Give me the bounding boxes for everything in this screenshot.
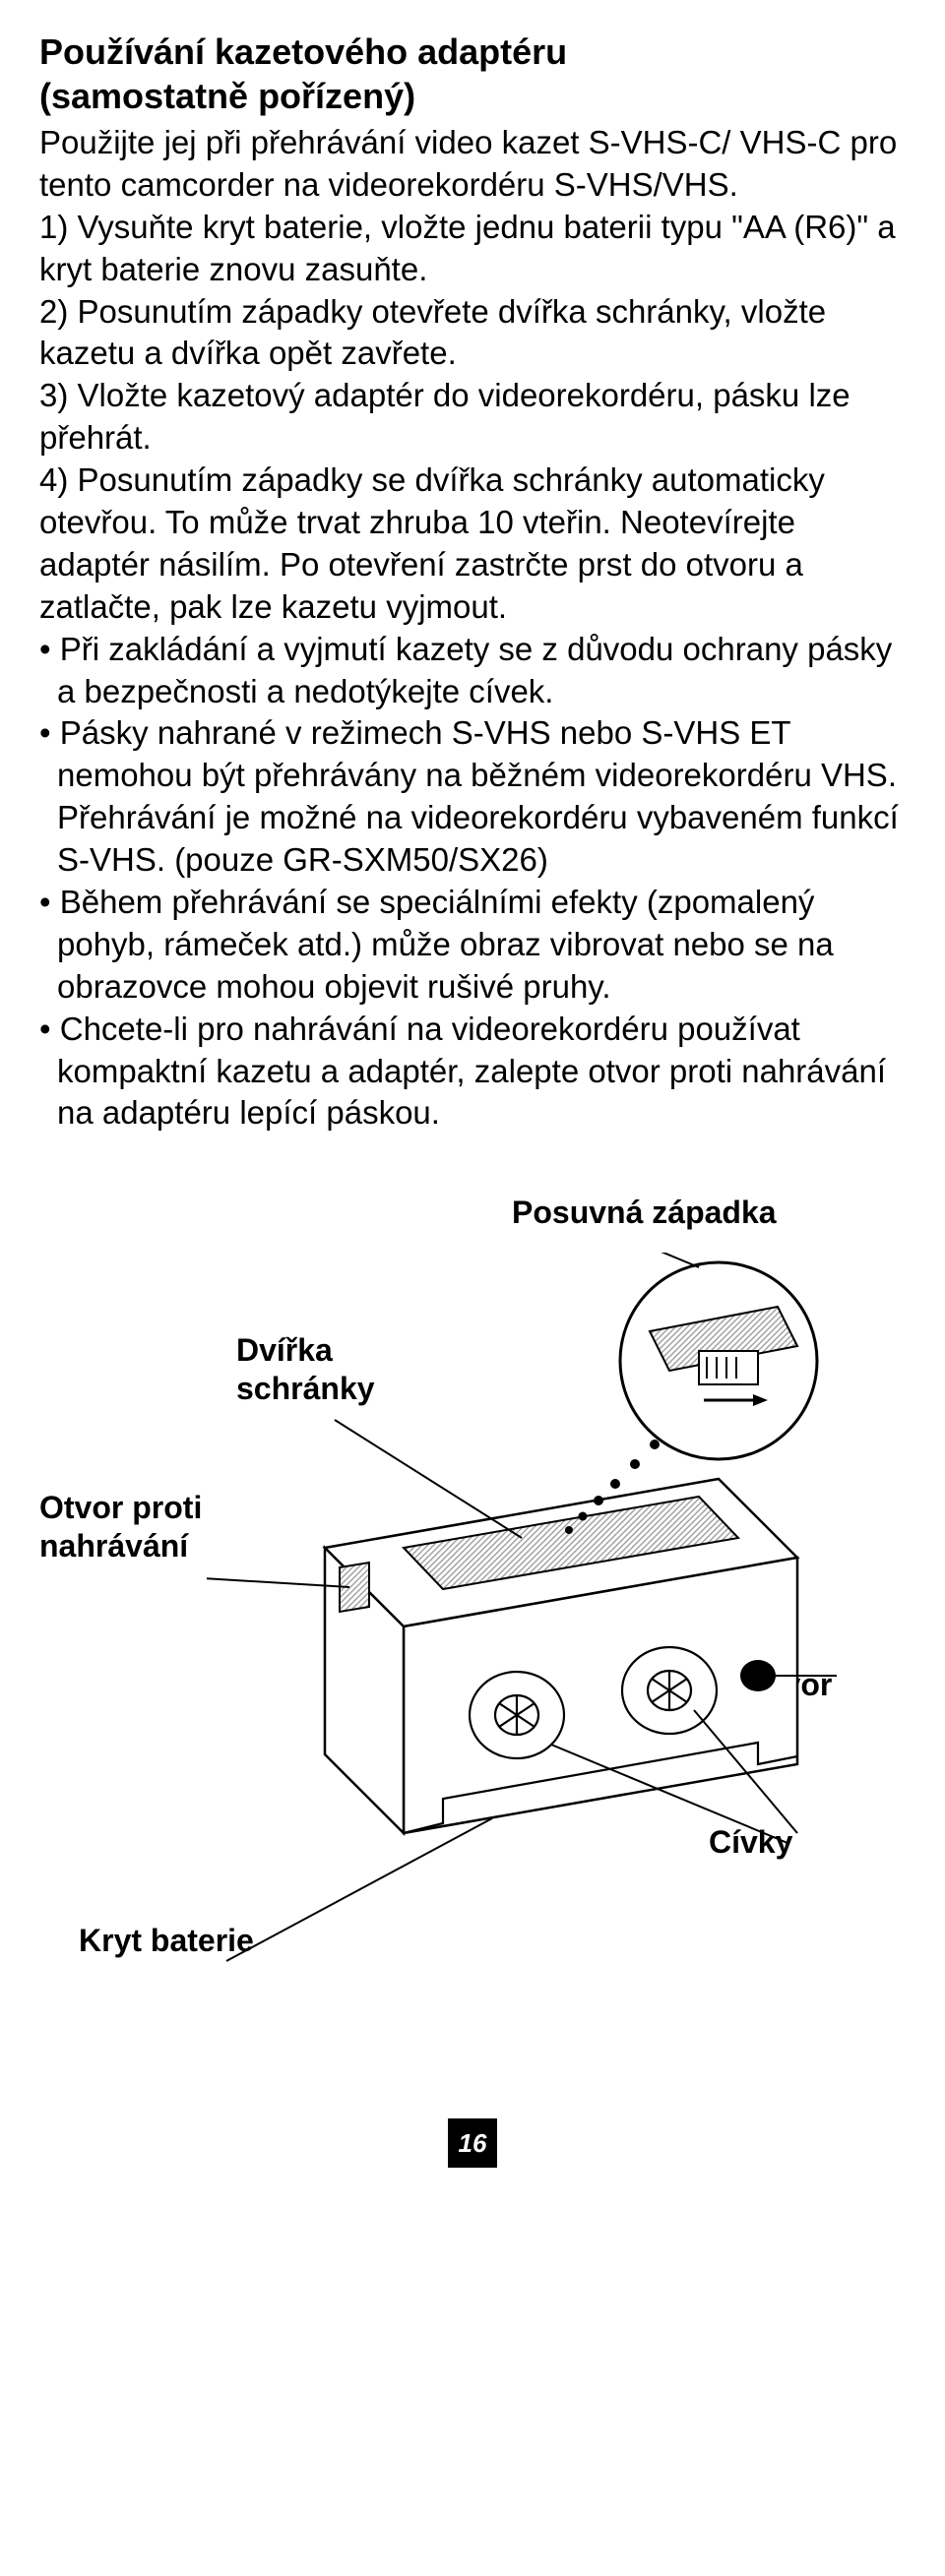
step-4: 4) Posunutím západky se dvířka schránky … [39, 460, 906, 629]
label-otvor-proti-nahravani: Otvor proti nahrávání [39, 1489, 202, 1564]
figure-area: Posuvná západka Dvířka schránky Otvor pr… [39, 1194, 906, 2079]
step-1: 1) Vysuňte kryt baterie, vložte jednu ba… [39, 207, 906, 291]
document-page: Používání kazetového adaptéru (samostatn… [0, 0, 945, 2227]
bullet-3: Během přehrávání se speciálními efekty (… [39, 882, 906, 1009]
label-otvorproti-line1: Otvor proti [39, 1490, 202, 1525]
bullet-list: Při zakládání a vyjmutí kazety se z důvo… [39, 629, 906, 1135]
intro-paragraph: Použijte jej při přehrávání video kazet … [39, 122, 906, 207]
step-2: 2) Posunutím západky otevřete dvířka sch… [39, 291, 906, 376]
adapter-illustration [207, 1253, 896, 2020]
page-number: 16 [448, 2118, 497, 2168]
bullet-1: Při zakládání a vyjmutí kazety se z důvo… [39, 629, 906, 713]
heading-line2: (samostatně pořízený) [39, 76, 415, 116]
body-text: Použijte jej při přehrávání video kazet … [39, 122, 906, 1135]
label-otvorproti-line2: nahrávání [39, 1528, 188, 1564]
bullet-2: Pásky nahrané v režimech S-VHS nebo S-VH… [39, 712, 906, 882]
label-posuvna-zapadka: Posuvná západka [512, 1194, 777, 1231]
section-heading: Používání kazetového adaptéru (samostatn… [39, 30, 906, 118]
bullet-4: Chcete-li pro nahrávání na videorekordér… [39, 1009, 906, 1135]
step-3: 3) Vložte kazetový adaptér do videorekor… [39, 375, 906, 460]
heading-line1: Používání kazetového adaptéru [39, 31, 567, 72]
